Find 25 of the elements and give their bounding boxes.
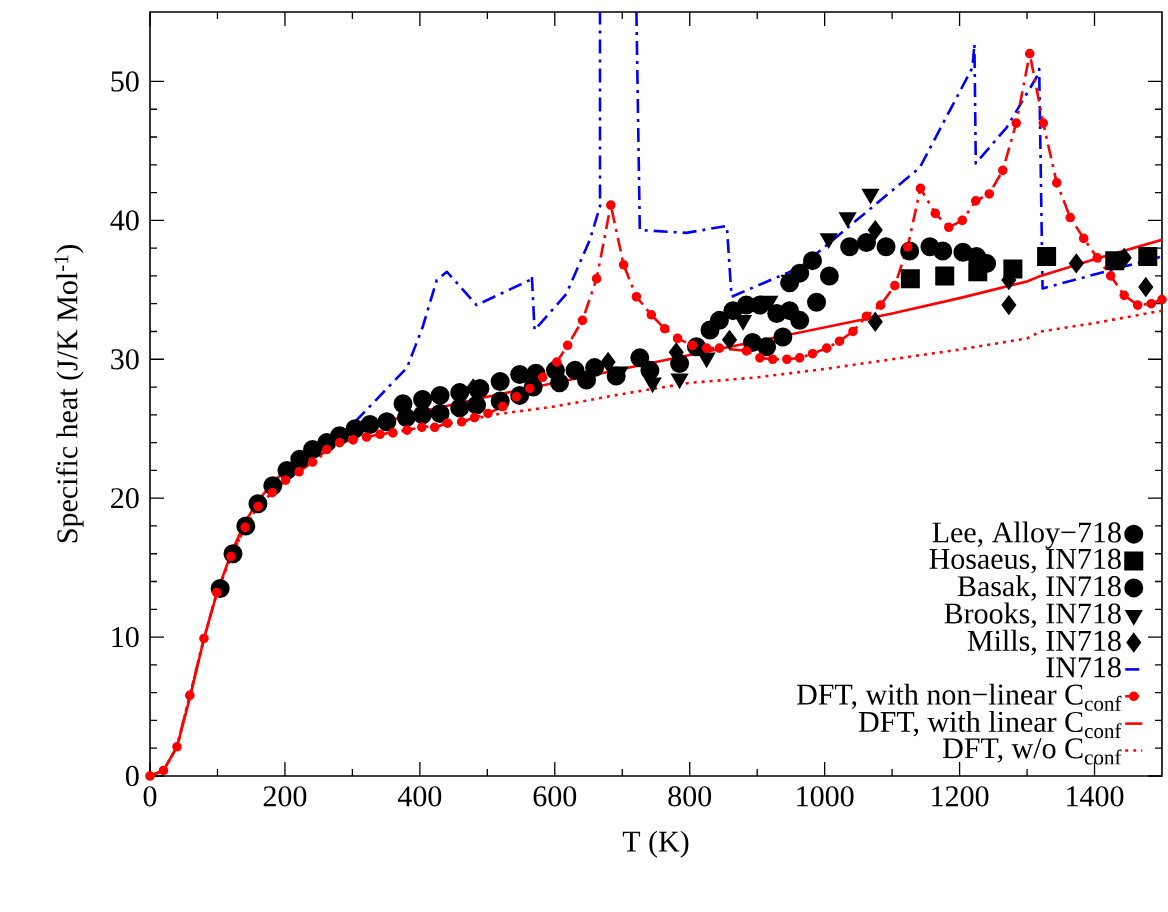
legend-label: Mills, IN718 <box>967 629 1121 656</box>
x-tick-label: 400 <box>397 786 442 807</box>
legend-label: Basak, IN718 <box>957 575 1121 601</box>
y-tick-label: 0 <box>125 765 139 787</box>
x-axis-title: T (K) <box>622 830 689 858</box>
legend-label: Lee, Alloy−718 <box>932 521 1121 549</box>
y-tick-label: 50 <box>111 71 139 92</box>
x-tick-label: 200 <box>263 786 307 807</box>
x-tick-label: 1200 <box>932 786 989 807</box>
legend-label: DFT, with non−linear C$_{conf}$ <box>796 683 1122 711</box>
x-tick-label: 600 <box>533 786 577 807</box>
y-tick-label: 20 <box>111 488 139 509</box>
legend-label: Brooks, IN718 <box>944 602 1121 628</box>
x-tick-label: 1400 <box>1067 786 1124 807</box>
x-tick-label: 800 <box>668 786 712 807</box>
legend-label: DFT, with linear C$_{conf}$ <box>858 710 1122 739</box>
y-tick-label: 30 <box>111 349 139 370</box>
legend-label: IN718 <box>1046 657 1121 678</box>
y-axis-title: Specific heat (J/K Mol$^{-1}$) <box>54 245 84 543</box>
legend-label: DFT, w/o C$_{conf}$ <box>943 738 1122 765</box>
x-tick-label: 0 <box>143 786 157 807</box>
y-tick-label: 10 <box>112 626 139 648</box>
legend-label: Hosaeus, IN718 <box>929 548 1121 574</box>
y-tick-label: 40 <box>110 210 139 231</box>
x-tick-label: 1000 <box>797 786 854 807</box>
